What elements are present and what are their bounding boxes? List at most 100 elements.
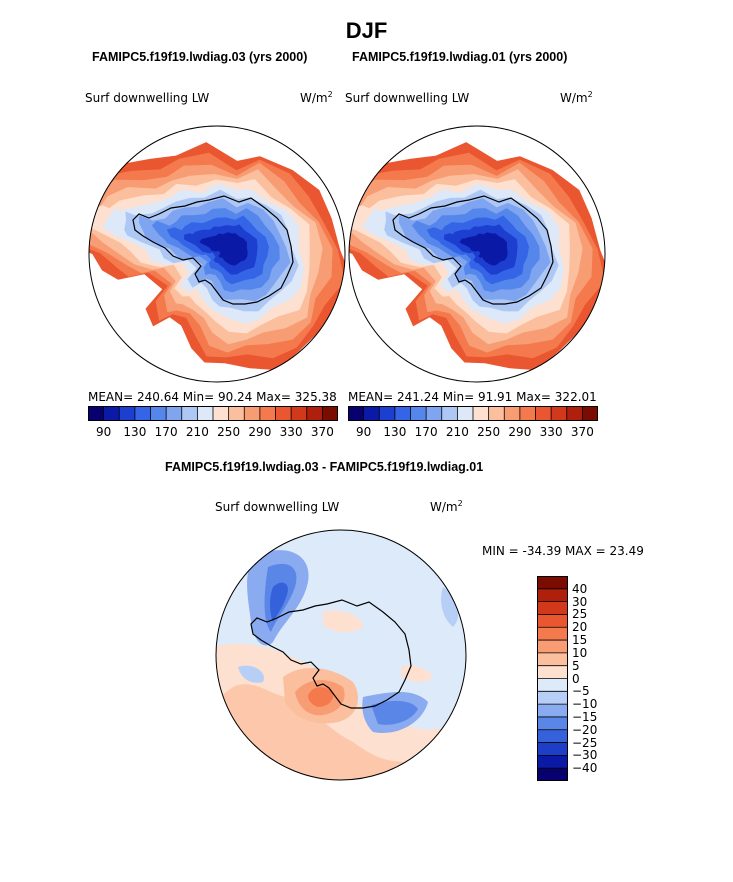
- colorbar-tick-label: 330: [539, 425, 563, 439]
- colorbar-tick-label: 250: [477, 425, 501, 439]
- colorbar-tick-label: 170: [414, 425, 438, 439]
- diff-antarctica-coastline: [250, 599, 412, 709]
- colorbar-swatch: [363, 406, 380, 421]
- diff-colorbar-swatch: [537, 652, 568, 666]
- colorbar-swatch: [535, 406, 552, 421]
- diff-field-contours: [216, 530, 466, 780]
- colorbar-tick-label: 210: [445, 425, 469, 439]
- diff-colorbar-swatch: [537, 729, 568, 743]
- colorbar-swatch: [166, 406, 183, 421]
- colorbar-swatch: [322, 406, 338, 421]
- diff-colorbar-swatch: [537, 588, 568, 602]
- diff-colorbar-tick-label: −40: [572, 761, 598, 776]
- diff-colorbar-tick-label: −25: [572, 735, 598, 750]
- contour-band-90: [199, 232, 248, 266]
- panel-1-antarctica-coastline: [132, 195, 294, 305]
- colorbar-tick-label: 330: [279, 425, 303, 439]
- panel-2-polar-map: [348, 125, 606, 383]
- colorbar-swatch: [551, 406, 568, 421]
- colorbar-swatch: [504, 406, 521, 421]
- diff-colorbar-tick-label: 5: [572, 658, 580, 673]
- colorbar-swatch: [457, 406, 474, 421]
- diff-colorbar-tick-label: 40: [572, 581, 588, 596]
- panel-1-polar-map: [88, 125, 346, 383]
- diff-colorbar-swatch: [537, 755, 568, 769]
- colorbar-swatch: [259, 406, 276, 421]
- diff-colorbar-tick-label: −5: [572, 684, 590, 699]
- diff-colorbar-tick-label: −20: [572, 722, 598, 737]
- colorbar-tick-label: 210: [185, 425, 209, 439]
- diff-colorbar-tick-label: −30: [572, 748, 598, 763]
- colorbar-swatch: [291, 406, 308, 421]
- diff-colorbar-swatch: [537, 627, 568, 641]
- diff-case-title: FAMIPC5.f19f19.lwdiag.03 - FAMIPC5.f19f1…: [165, 460, 484, 474]
- colorbar-swatch: [88, 406, 104, 421]
- colorbar-swatch: [488, 406, 505, 421]
- colorbar-swatch: [103, 406, 120, 421]
- diff-colorbar-tick-label: 25: [572, 607, 588, 622]
- diff-colorbar-tick-label: −15: [572, 709, 598, 724]
- diff-cool-patch-2: [238, 665, 264, 683]
- diff-cool-region-20b: [371, 700, 418, 725]
- panel-2-stats: MEAN= 241.24 Min= 91.91 Max= 322.01: [348, 390, 597, 404]
- diff-warm-patch-1: [323, 610, 363, 633]
- diff-colorbar-swatch: [537, 614, 568, 628]
- panel-2-colorbar: [348, 406, 598, 421]
- colorbar-swatch: [379, 406, 396, 421]
- colorbar-tick-label: 90: [95, 425, 112, 439]
- panel-1-variable-label: Surf downwelling LW: [85, 91, 210, 105]
- diff-colorbar-swatch: [537, 576, 568, 590]
- main-title: DJF: [345, 18, 388, 43]
- colorbar-swatch: [119, 406, 136, 421]
- colorbar-swatch: [150, 406, 167, 421]
- diff-map-border: [215, 529, 467, 781]
- panel-2-units-label: W/m2: [560, 90, 593, 106]
- panel-2-map-border: [348, 125, 606, 383]
- panel-1-case-title: FAMIPC5.f19f19.lwdiag.03 (yrs 2000): [92, 50, 308, 64]
- panel-2-colorbar-labels: 90 130 170 210 250 290 330 370: [348, 425, 598, 441]
- colorbar-swatch: [473, 406, 489, 421]
- colorbar-tick-label: 130: [123, 425, 147, 439]
- colorbar-tick-label: 170: [154, 425, 178, 439]
- colorbar-swatch: [566, 406, 583, 421]
- diff-colorbar-tick-label: 15: [572, 633, 588, 648]
- colorbar-swatch: [306, 406, 323, 421]
- colorbar-swatch: [519, 406, 536, 421]
- diff-variable-label: Surf downwelling LW: [215, 500, 340, 514]
- colorbar-swatch: [244, 406, 261, 421]
- diff-colorbar-swatch: [537, 601, 568, 615]
- colorbar-swatch: [275, 406, 292, 421]
- diff-cool-patch-1: [441, 587, 459, 627]
- colorbar-tick-label: 290: [248, 425, 272, 439]
- colorbar-tick-label: 370: [310, 425, 334, 439]
- diff-colorbar-swatch: [537, 691, 568, 705]
- colorbar-swatch: [213, 406, 229, 421]
- colorbar-swatch: [228, 406, 245, 421]
- diff-colorbar-swatch: [537, 665, 568, 679]
- diff-colorbar-swatch: [537, 640, 568, 654]
- diff-colorbar-swatch: [537, 678, 568, 692]
- diff-colorbar-tick-label: −10: [572, 697, 598, 712]
- diff-colorbar-swatch: [537, 716, 568, 731]
- colorbar-swatch: [181, 406, 198, 421]
- diff-minmax: MIN = -34.39 MAX = 23.49: [482, 544, 644, 558]
- panel-1-colorbar-labels: 90 130 170 210 250 290 330 370: [88, 425, 338, 441]
- colorbar-swatch: [582, 406, 598, 421]
- diff-colorbar-swatch: [537, 742, 568, 756]
- colorbar-tick-label: 90: [355, 425, 372, 439]
- diff-cool-region-25: [270, 582, 288, 622]
- panel-1-field-contours: [89, 142, 345, 371]
- diff-colorbar-tick-label: 0: [572, 671, 580, 686]
- contour-band-90: [459, 232, 508, 266]
- colorbar-tick-label: 290: [508, 425, 532, 439]
- diff-colorbar-tick-label: 30: [572, 594, 588, 609]
- diff-colorbar: [537, 576, 568, 781]
- panel-2-field-contours: [349, 142, 605, 371]
- diff-units-label: W/m2: [430, 499, 463, 515]
- panel-1-units-label: W/m2: [300, 90, 333, 106]
- panel-1-map-border: [88, 125, 346, 383]
- diff-colorbar-tick-label: 10: [572, 645, 588, 660]
- diff-warm-blob-20: [308, 687, 334, 707]
- diff-polar-map: [215, 529, 467, 781]
- colorbar-swatch: [410, 406, 427, 421]
